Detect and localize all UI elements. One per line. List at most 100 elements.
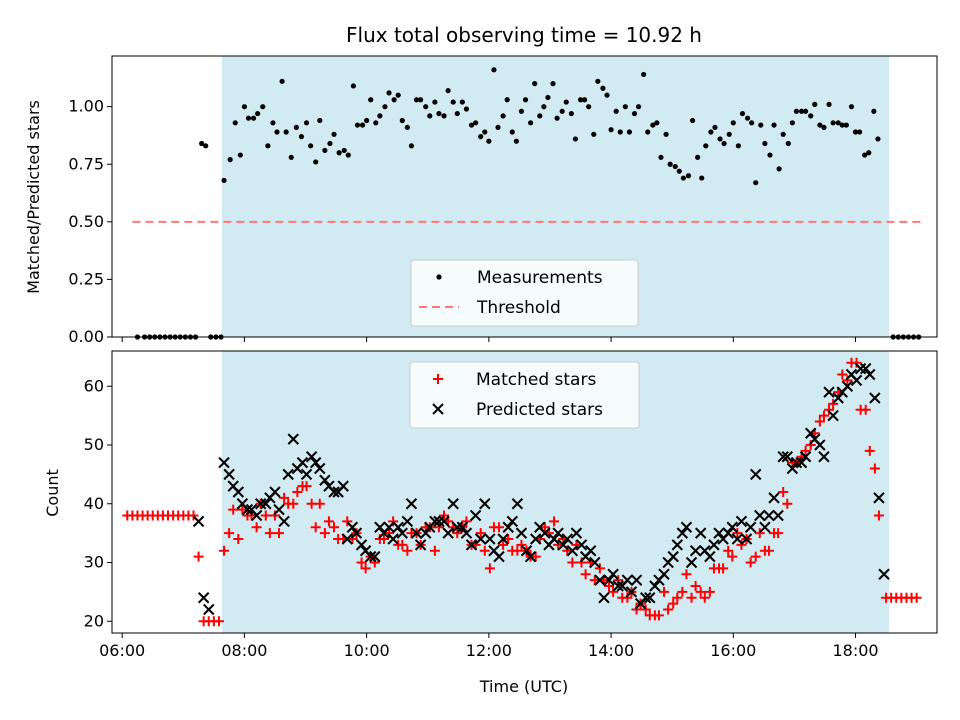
data-point <box>721 140 727 147</box>
data-point <box>782 498 793 509</box>
data-point <box>778 487 789 497</box>
data-point <box>484 563 495 574</box>
data-point <box>342 516 353 527</box>
data-point <box>356 557 367 568</box>
data-point <box>364 117 370 124</box>
data-point <box>626 129 633 135</box>
data-point <box>604 92 610 98</box>
data-point <box>528 120 534 126</box>
data-point <box>584 545 597 557</box>
data-point <box>772 509 784 522</box>
data-point <box>404 124 410 131</box>
data-point <box>827 409 839 422</box>
data-point <box>581 97 588 103</box>
data-point <box>396 527 408 539</box>
data-point <box>241 104 248 110</box>
data-point <box>704 586 715 597</box>
data-point <box>232 486 245 498</box>
data-point <box>712 124 718 131</box>
data-point <box>260 104 266 110</box>
data-point <box>373 120 379 126</box>
data-point <box>250 115 257 121</box>
data-point <box>767 152 773 158</box>
data-point <box>491 67 497 73</box>
data-point <box>667 161 673 167</box>
data-point <box>608 586 619 597</box>
data-point <box>245 115 252 121</box>
data-point <box>529 533 542 545</box>
data-point <box>814 416 825 427</box>
data-point <box>781 451 793 463</box>
data-point <box>704 550 716 563</box>
data-point <box>493 550 505 563</box>
data-point <box>580 569 591 580</box>
data-point <box>442 527 454 539</box>
data-point <box>254 498 267 510</box>
data-point <box>450 99 456 105</box>
data-point <box>199 140 205 147</box>
data-point <box>270 120 276 126</box>
data-point <box>260 510 271 521</box>
data-point <box>812 101 818 107</box>
data-point <box>369 550 381 563</box>
data-point <box>754 528 765 539</box>
data-point <box>405 498 418 510</box>
data-point <box>539 527 551 539</box>
data-point <box>830 120 836 126</box>
data-point <box>793 108 800 114</box>
data-point <box>740 533 753 545</box>
data-point <box>571 539 582 550</box>
legend-box <box>409 361 640 429</box>
data-point <box>726 521 738 533</box>
data-point <box>364 550 377 563</box>
data-point <box>374 521 386 533</box>
data-point <box>839 122 845 128</box>
data-point <box>557 539 569 551</box>
data-point <box>685 556 698 569</box>
data-point <box>274 528 285 539</box>
data-point <box>500 113 506 119</box>
data-point <box>730 120 736 126</box>
series-matched-stars <box>122 357 922 627</box>
data-point <box>388 516 399 527</box>
data-point <box>860 404 871 415</box>
data-point <box>871 108 877 114</box>
legend-label: Matched stars <box>476 370 596 390</box>
data-point <box>460 527 473 539</box>
data-point <box>785 140 791 147</box>
data-point <box>735 143 741 149</box>
data-point <box>814 439 826 451</box>
data-point <box>429 545 440 556</box>
data-point <box>832 392 844 404</box>
data-point <box>391 97 397 103</box>
data-point <box>313 159 319 165</box>
data-point <box>789 120 795 126</box>
count-axis-label: Count <box>43 469 62 517</box>
data-point <box>283 129 289 135</box>
data-point <box>413 97 420 103</box>
data-point <box>436 110 442 117</box>
data-point <box>641 71 647 78</box>
data-point <box>689 117 696 124</box>
data-point <box>504 97 510 103</box>
data-point <box>821 124 827 131</box>
data-point <box>843 122 849 128</box>
data-point <box>576 557 587 568</box>
data-point <box>251 522 262 533</box>
data-point <box>327 140 333 147</box>
data-point <box>369 557 380 568</box>
data-point <box>763 545 774 556</box>
data-point <box>218 456 230 469</box>
data-point <box>384 528 395 539</box>
data-point <box>671 539 683 551</box>
data-point <box>603 574 615 586</box>
data-point <box>835 120 841 126</box>
y-tick-label: 60 <box>84 376 104 395</box>
legend-x-swatch <box>432 403 444 415</box>
legend: Matched stars Predicted stars <box>409 361 640 429</box>
data-point <box>823 386 835 398</box>
y-tick-label: 40 <box>84 494 104 513</box>
data-point <box>562 545 573 556</box>
data-point <box>736 539 747 550</box>
